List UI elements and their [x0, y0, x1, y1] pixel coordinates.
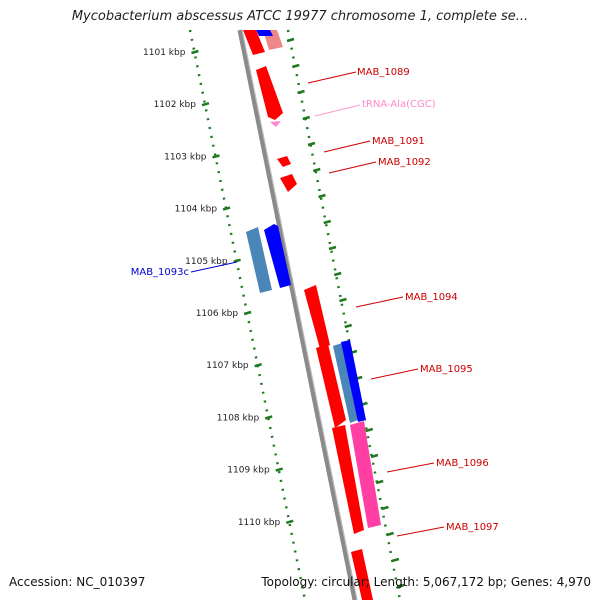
gene-feature-bottom-red[interactable] [351, 549, 373, 600]
inner-ruler-dash [286, 37, 295, 43]
inner-ruler-dashes [286, 37, 405, 589]
ruler-tick-label: 1101 kbp [143, 48, 186, 58]
ruler-tick [264, 415, 273, 420]
gene-label[interactable]: MAB_1095 [420, 364, 473, 375]
ruler-tick [191, 49, 199, 55]
map-title: Mycobacterium abscessus ATCC 19977 chrom… [71, 9, 529, 24]
gene-feature-mab-1094[interactable] [304, 285, 330, 349]
ruler-tick-label: 1108 kbp [217, 413, 260, 423]
ruler-tick-label: 1107 kbp [206, 361, 249, 371]
gene-feature-mab-1092[interactable] [280, 174, 297, 192]
gene-label[interactable]: MAB_1089 [357, 67, 410, 78]
gene-label[interactable]: MAB_1091 [372, 136, 425, 147]
inner-ruler-dash [381, 505, 389, 511]
gene-feature-trna-ala[interactable] [270, 121, 281, 127]
gene-feature-top-blue[interactable] [256, 30, 273, 36]
ruler-tick-label: 1106 kbp [196, 309, 239, 319]
callout-lines [190, 71, 445, 537]
backbone-line [237, 29, 358, 600]
gene-feature-mab-1097[interactable] [332, 425, 364, 534]
gene-feature-mab-1096[interactable] [350, 421, 381, 528]
inner-ruler-dash [386, 531, 395, 537]
inner-ruler-dots [286, 29, 402, 600]
backbone-highlight [241, 29, 358, 600]
inner-ruler-dash [370, 453, 379, 459]
gene-feature-mab-1095-red[interactable] [316, 344, 346, 428]
gene-label[interactable]: tRNA-Ala(CGC) [362, 99, 436, 110]
inner-ruler-dash [312, 167, 321, 173]
ruler-tick [233, 258, 241, 264]
ruler-tick-label: 1109 kbp [227, 466, 270, 476]
ruler-ticks: 1101 kbp 1102 kbp 1103 kbp 1104 kbp 1105 kbp… [143, 48, 294, 528]
inner-ruler-dash [333, 271, 342, 277]
ruler-tick [243, 310, 252, 316]
inner-ruler-dash [396, 583, 405, 589]
gene-feature-top-red[interactable] [243, 30, 265, 55]
ruler-tick-label: 1102 kbp [154, 100, 197, 110]
ruler-tick [201, 101, 210, 107]
ruler-tick [222, 206, 231, 211]
gene-label[interactable]: MAB_1092 [378, 157, 431, 168]
inner-ruler-dash [291, 63, 300, 69]
gene-feature-mab-1095-steel[interactable] [333, 343, 358, 423]
gene-features [243, 30, 381, 600]
ruler-tick-label: 1110 kbp [238, 518, 281, 528]
ruler-tick-label: 1104 kbp [175, 205, 218, 215]
ruler-tick [285, 519, 294, 525]
gene-feature-mab-1093c-steel[interactable] [246, 227, 272, 293]
inner-ruler-dash [365, 427, 374, 433]
inner-ruler-dash [328, 245, 337, 251]
inner-ruler-dash [339, 297, 347, 303]
gene-feature-mab-1091[interactable] [277, 156, 291, 167]
inner-ruler-dash [307, 141, 316, 147]
ruler-tick [275, 467, 284, 472]
gene-label[interactable]: MAB_1096 [436, 458, 489, 469]
gene-labels: MAB_1089 tRNA-Ala(CGC) MAB_1091 MAB_1092… [131, 67, 499, 533]
gene-feature-mab-1093c-blue[interactable] [264, 224, 291, 288]
inner-ruler-dash [344, 323, 353, 329]
ruler-tick-label: 1103 kbp [164, 152, 207, 162]
gene-label[interactable]: MAB_1093c [131, 267, 189, 278]
ruler-tick-label: 1105 kbp [185, 257, 228, 267]
inner-ruler-dash [375, 479, 384, 485]
inner-ruler-dash [318, 193, 326, 199]
ruler-tick [254, 362, 262, 368]
gene-label[interactable]: MAB_1097 [446, 522, 499, 533]
accession-text: Accession: NC_010397 [9, 575, 146, 589]
inner-ruler-dash [302, 115, 311, 121]
gene-feature-mab-1095-blue[interactable] [341, 340, 366, 422]
gene-label[interactable]: MAB_1094 [405, 292, 458, 303]
inner-ruler-dash [323, 219, 332, 225]
inner-ruler-dash [297, 89, 305, 95]
inner-ruler-dash [391, 557, 400, 563]
gene-feature-mab-1089[interactable] [256, 66, 283, 120]
ruler-tick [212, 154, 220, 159]
topology-summary: Topology: circular; Length: 5,067,172 bp… [261, 575, 591, 589]
